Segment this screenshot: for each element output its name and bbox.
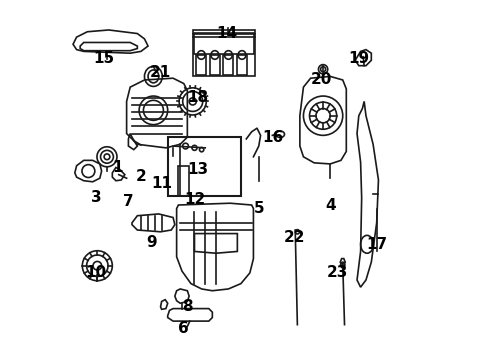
Text: 20: 20: [310, 72, 331, 87]
Text: 11: 11: [151, 176, 172, 191]
Text: 3: 3: [91, 190, 102, 205]
Bar: [209, 55, 220, 75]
Text: 6: 6: [178, 321, 189, 336]
Text: 18: 18: [187, 90, 208, 105]
Bar: [237, 55, 246, 75]
Bar: [178, 166, 189, 196]
Text: 13: 13: [187, 162, 208, 177]
Text: 12: 12: [183, 192, 204, 207]
Text: 22: 22: [283, 230, 305, 245]
Text: 10: 10: [85, 265, 106, 280]
Text: 16: 16: [262, 130, 283, 145]
Text: 5: 5: [253, 201, 264, 216]
Bar: [196, 55, 206, 75]
Bar: [192, 30, 255, 76]
Text: 23: 23: [326, 265, 347, 280]
Text: 2: 2: [135, 169, 146, 184]
Text: 7: 7: [123, 194, 133, 209]
Text: 19: 19: [347, 51, 368, 66]
Text: 21: 21: [150, 65, 171, 80]
Bar: [223, 55, 233, 75]
Text: 15: 15: [93, 51, 114, 66]
Bar: [167, 137, 241, 196]
Text: 8: 8: [182, 299, 192, 314]
Text: 4: 4: [324, 198, 335, 212]
Bar: [193, 33, 254, 54]
Text: 1: 1: [112, 160, 122, 175]
Text: 17: 17: [366, 237, 386, 252]
Text: 14: 14: [216, 26, 237, 41]
Text: 9: 9: [146, 235, 157, 250]
